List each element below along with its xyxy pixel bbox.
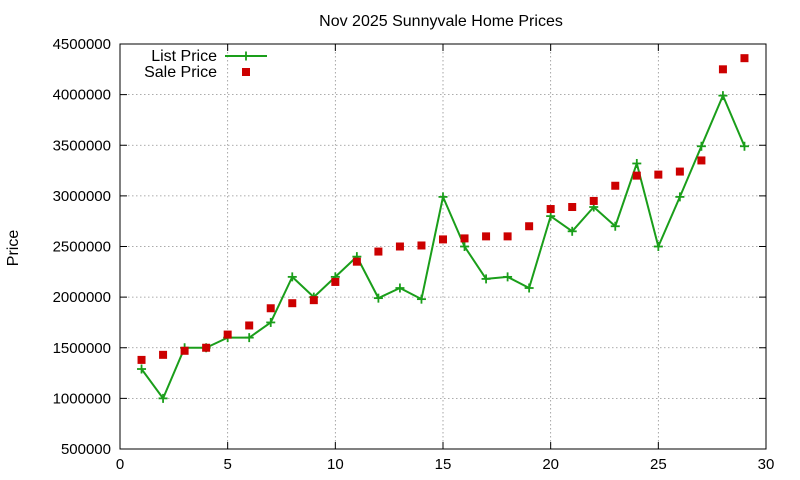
list-price-point xyxy=(718,91,728,101)
list-price-point xyxy=(244,333,254,343)
legend-label-list-price: List Price xyxy=(151,48,217,65)
sale-price-point xyxy=(675,167,684,176)
sale-price-point xyxy=(266,304,275,313)
y-tick-label: 4000000 xyxy=(53,87,111,104)
sale-price-point xyxy=(611,181,620,190)
list-price-point xyxy=(567,226,577,236)
plot-frame xyxy=(119,43,767,450)
sale-price-point xyxy=(417,241,426,250)
legend-label-sale-price: Sale Price xyxy=(144,64,217,81)
list-price-point xyxy=(503,272,513,282)
sale-price-point xyxy=(288,299,297,308)
y-tick-label: 4500000 xyxy=(53,36,111,53)
x-tick-label: 25 xyxy=(650,456,667,473)
axis-ticks: 500000 1000000 1500000 2000000 2500000 300000… xyxy=(53,36,775,473)
list-price-point xyxy=(266,317,276,327)
y-tick-label: 1000000 xyxy=(53,390,111,407)
list-price-point xyxy=(416,294,426,304)
list-price-point xyxy=(653,242,663,251)
sale-price-point xyxy=(137,355,146,364)
x-tick-label: 15 xyxy=(435,456,452,473)
legend-swatch-sale-price xyxy=(242,68,250,76)
list-price-point xyxy=(696,141,706,151)
sale-price-point xyxy=(439,235,447,244)
y-tick-label: 500000 xyxy=(61,441,111,458)
list-price-point xyxy=(137,364,147,374)
sale-price-point xyxy=(395,242,404,251)
y-axis-label: Price xyxy=(5,230,22,267)
sale-price-point xyxy=(546,205,555,214)
sale-price-point xyxy=(331,277,340,286)
y-tick-label: 2500000 xyxy=(53,239,111,256)
y-tick-label: 3500000 xyxy=(53,137,111,154)
sale-price-point xyxy=(159,350,168,359)
list-price-point xyxy=(675,192,685,202)
x-tick-label: 10 xyxy=(327,456,344,473)
list-price-point xyxy=(610,221,620,231)
sale-price-point xyxy=(503,232,512,241)
list-price-point xyxy=(373,293,383,303)
y-tick-label: 2000000 xyxy=(53,289,111,306)
x-tick-label: 0 xyxy=(116,456,124,473)
list-price-point xyxy=(632,158,642,168)
sale-price-point xyxy=(740,54,749,63)
legend-swatch-list-price-marker xyxy=(241,51,251,61)
list-price-point xyxy=(739,141,749,151)
list-price-point xyxy=(481,274,491,284)
sale-price-point xyxy=(632,171,641,180)
sale-price-point xyxy=(718,65,727,74)
list-price-point xyxy=(460,242,470,251)
sale-price-point xyxy=(245,321,254,330)
sale-price-point xyxy=(352,257,361,266)
sale-price-point xyxy=(654,170,663,179)
sale-price-point xyxy=(309,296,318,305)
list-price-point xyxy=(546,211,556,221)
sale-price-point xyxy=(460,234,469,243)
sale-price-point xyxy=(568,203,577,212)
list-price-point xyxy=(395,283,405,293)
y-tick-label: 1500000 xyxy=(53,340,111,357)
y-tick-label: 3000000 xyxy=(53,188,111,205)
sale-price-point xyxy=(482,232,491,241)
chart-title: Nov 2025 Sunnyvale Home Prices xyxy=(319,13,563,30)
grid xyxy=(120,44,766,449)
x-tick-label: 20 xyxy=(542,456,559,473)
sale-price-point xyxy=(697,156,706,165)
sale-price-point xyxy=(223,330,232,339)
list-price-point xyxy=(158,393,168,403)
sale-price-point xyxy=(180,346,189,355)
sale-price-point xyxy=(202,343,211,352)
x-tick-label: 30 xyxy=(758,456,775,473)
sale-price-point xyxy=(374,247,383,256)
legend: List Price Sale Price xyxy=(144,48,267,81)
sale-price-point xyxy=(589,196,598,205)
list-price-point xyxy=(287,272,297,282)
x-tick-label: 5 xyxy=(223,456,231,473)
series-layer xyxy=(137,54,749,403)
sale-price-point xyxy=(525,222,534,231)
list-price-point xyxy=(524,283,534,293)
list-price-point xyxy=(438,192,448,202)
